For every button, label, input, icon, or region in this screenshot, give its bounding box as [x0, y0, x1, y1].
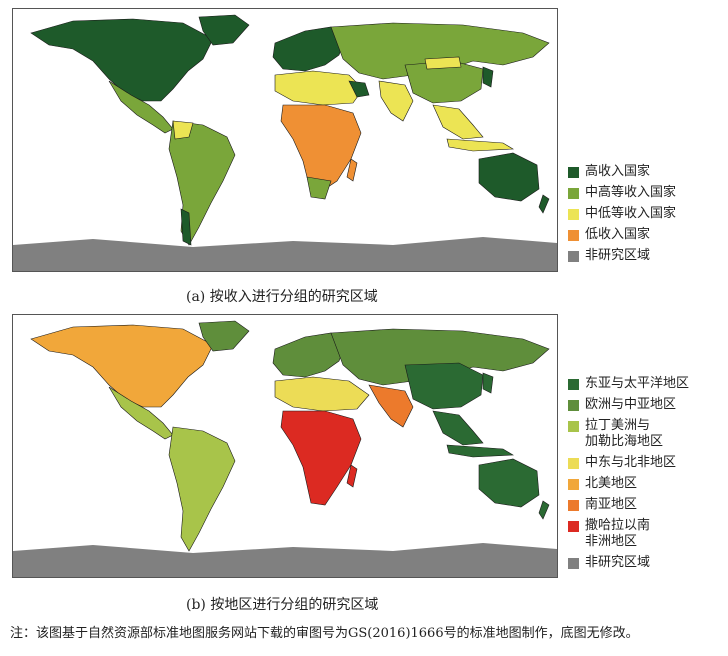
- new-zealand: [538, 500, 550, 520]
- japan-korea: [482, 372, 494, 394]
- legend-label: 东亚与太平洋地区: [585, 376, 690, 391]
- income-world-map: [13, 14, 557, 271]
- income-map-caption: (a) 按收入进行分组的研究区域: [186, 289, 378, 305]
- legend-item-east-asia-pacific: 东亚与太平洋地区: [568, 376, 689, 392]
- legend-label: 拉丁美洲与 加勒比海地区: [585, 418, 664, 449]
- legend-item-south-asia: 南亚地区: [568, 497, 689, 513]
- mexico-central-america: [108, 386, 174, 440]
- south-america-north: [172, 120, 194, 140]
- legend-label: 北美地区: [585, 476, 638, 491]
- madagascar: [346, 158, 358, 182]
- south-america: [168, 426, 236, 552]
- legend-label: 中东与北非地区: [585, 455, 677, 470]
- legend-swatch: [568, 500, 579, 511]
- south-asia: [368, 384, 414, 428]
- legend-label: 高收入国家: [585, 164, 651, 179]
- legend-item-sub-saharan-africa: 撒哈拉以南 非洲地区: [568, 518, 689, 550]
- madagascar: [346, 464, 358, 488]
- gulf-states: [348, 80, 370, 98]
- southeast-asia: [432, 104, 484, 140]
- legend-item-low-income: 低收入国家: [568, 227, 676, 243]
- legend-swatch: [568, 421, 579, 432]
- legend-label: 非研究区域: [585, 248, 651, 263]
- legend-item-non-study-area: 非研究区域: [568, 248, 676, 264]
- legend-item-middle-east-north-africa: 中东与北非地区: [568, 455, 689, 471]
- north-america: [30, 18, 214, 102]
- legend-item-lower-middle-income: 中低等收入国家: [568, 206, 676, 222]
- legend-item-non-study-area: 非研究区域: [568, 555, 689, 571]
- mongolia: [424, 56, 462, 70]
- sub-saharan-africa: [280, 410, 362, 506]
- region-map-caption: (b) 按地区进行分组的研究区域: [186, 597, 379, 613]
- legend-label: 非研究区域: [585, 555, 651, 570]
- russia-central-asia: [330, 328, 550, 386]
- europe: [272, 26, 346, 72]
- middle-east-north-africa: [274, 376, 370, 412]
- legend-swatch: [568, 521, 579, 532]
- legend-item-high-income: 高收入国家: [568, 164, 676, 180]
- legend-label: 南亚地区: [585, 497, 638, 512]
- australia: [478, 152, 540, 202]
- new-zealand: [538, 194, 550, 214]
- antarctica: [13, 543, 557, 577]
- south-america: [168, 120, 236, 246]
- legend-swatch: [568, 167, 579, 178]
- legend-item-north-america: 北美地区: [568, 476, 689, 492]
- legend-swatch: [568, 251, 579, 262]
- north-america: [30, 324, 214, 408]
- australia: [478, 458, 540, 508]
- region-legend: 东亚与太平洋地区 欧洲与中亚地区 拉丁美洲与 加勒比海地区 中东与北非地区 北美…: [568, 376, 689, 576]
- legend-item-europe-central-asia: 欧洲与中亚地区: [568, 397, 689, 413]
- income-legend: 高收入国家 中高等收入国家 中低等收入国家 低收入国家 非研究区域: [568, 164, 676, 269]
- legend-item-upper-middle-income: 中高等收入国家: [568, 185, 676, 201]
- legend-label: 中低等收入国家: [585, 206, 677, 221]
- southern-africa: [306, 176, 332, 200]
- legend-swatch: [568, 230, 579, 241]
- legend-label: 撒哈拉以南 非洲地区: [585, 518, 651, 549]
- legend-swatch: [568, 458, 579, 469]
- legend-swatch: [568, 479, 579, 490]
- middle-east-north-africa: [274, 70, 364, 106]
- indonesia: [446, 138, 515, 152]
- legend-swatch: [568, 209, 579, 220]
- income-map: [12, 8, 558, 272]
- region-map: [12, 314, 558, 578]
- legend-swatch: [568, 379, 579, 390]
- russia-central-asia: [330, 22, 550, 80]
- south-asia: [378, 80, 414, 122]
- indonesia: [446, 444, 515, 458]
- chile-argentina-south: [180, 208, 192, 246]
- region-world-map: [13, 320, 557, 577]
- legend-label: 欧洲与中亚地区: [585, 397, 677, 412]
- southeast-asia: [432, 410, 484, 446]
- europe: [272, 332, 346, 378]
- legend-swatch: [568, 400, 579, 411]
- greenland: [198, 320, 250, 352]
- japan-korea: [482, 66, 494, 88]
- legend-item-latin-america-caribbean: 拉丁美洲与 加勒比海地区: [568, 418, 689, 450]
- legend-label: 中高等收入国家: [585, 185, 677, 200]
- legend-label: 低收入国家: [585, 227, 651, 242]
- mexico-central-america: [108, 80, 174, 134]
- antarctica: [13, 237, 557, 271]
- legend-swatch: [568, 188, 579, 199]
- greenland: [198, 14, 250, 46]
- china-mongolia: [404, 362, 484, 410]
- source-note: 注：该图基于自然资源部标准地图服务网站下载的审图号为GS(2016)1666号的…: [10, 626, 639, 641]
- legend-swatch: [568, 558, 579, 569]
